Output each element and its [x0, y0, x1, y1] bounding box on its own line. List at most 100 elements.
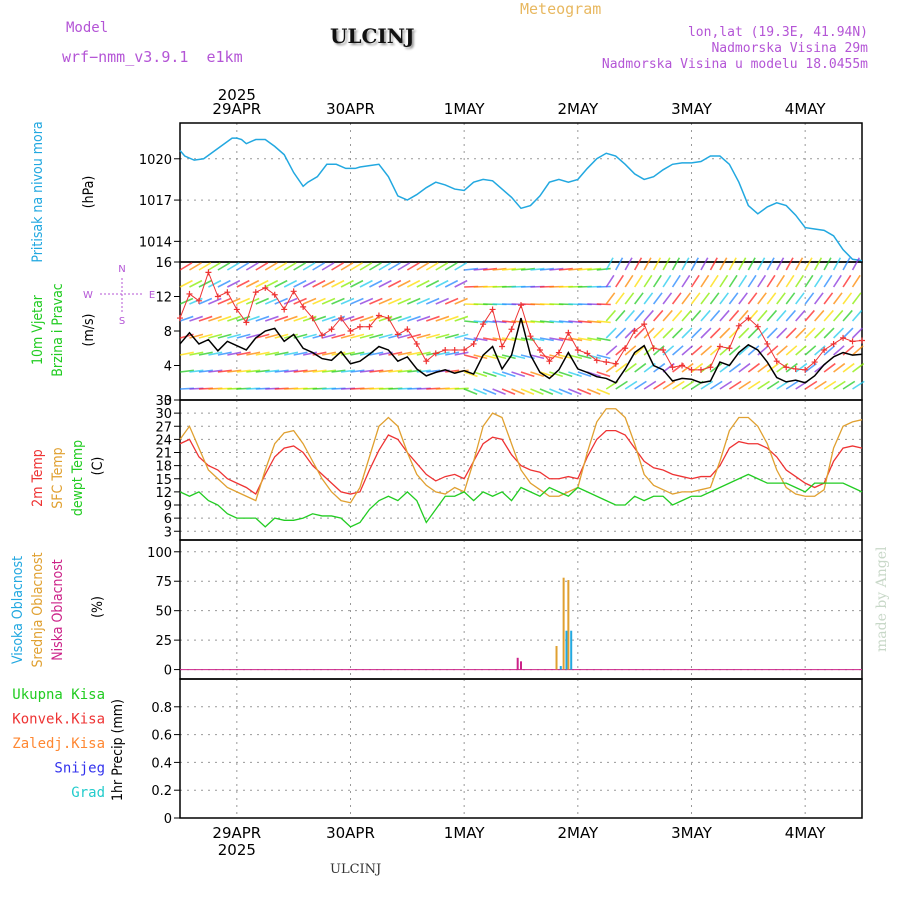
wind-barb — [454, 315, 469, 322]
wind-barb — [747, 292, 758, 305]
wind-barb — [681, 257, 690, 271]
wind-barb — [757, 362, 770, 373]
gust-marker — [641, 321, 648, 328]
wind-barb — [549, 388, 563, 395]
wind-barb — [766, 274, 776, 288]
wind-barb — [624, 327, 636, 339]
wind-barb — [454, 351, 469, 356]
wind-barb — [653, 380, 666, 390]
gust-marker — [423, 358, 430, 365]
wind-barb — [426, 315, 440, 322]
wind-barb — [833, 380, 846, 390]
wind-barb — [265, 333, 279, 339]
panel-wind: 0 4 8 12 16 — [155, 256, 863, 409]
wind-barb — [615, 362, 628, 373]
wind-barb — [350, 351, 365, 356]
wind-barb — [331, 297, 345, 305]
wind-barb — [549, 337, 564, 342]
y-tick-label: 0 — [164, 394, 172, 409]
compass-north: N — [118, 264, 125, 275]
wind-barb — [511, 354, 526, 360]
wind-barb — [416, 279, 430, 288]
panel-pressure: 1014 1017 1020 — [139, 122, 863, 263]
gust-marker — [394, 331, 401, 338]
y-tick-label: 0.8 — [151, 701, 172, 716]
wind-barb — [321, 297, 336, 305]
wind-barb — [662, 274, 672, 288]
x-tick-label-bottom: 30APR — [326, 824, 375, 842]
wind-barb — [568, 320, 583, 324]
wind-barb — [766, 309, 778, 322]
wind-barb — [208, 351, 223, 356]
wind-barb — [236, 262, 250, 271]
wind-barb — [568, 371, 582, 378]
gust-marker — [413, 340, 420, 347]
wind-barb — [245, 262, 259, 271]
wind-barb — [776, 257, 785, 271]
wind-barb — [814, 345, 826, 356]
wind-barb — [359, 279, 373, 288]
wind-barb — [587, 320, 602, 324]
wind-barb — [662, 380, 676, 390]
y-tick-label: 1014 — [139, 235, 172, 250]
wind-barb — [728, 380, 742, 390]
wind-barb — [369, 279, 383, 288]
wind-barb — [407, 333, 422, 339]
wind-barb — [236, 369, 251, 373]
wind-barb — [189, 333, 204, 339]
wind-barb — [719, 345, 732, 356]
wind-barb — [312, 315, 327, 322]
wind-barb — [709, 292, 720, 305]
wind-barb — [568, 267, 583, 271]
gust-marker — [442, 346, 449, 353]
wind-barb — [246, 369, 261, 373]
wind-barb — [416, 351, 431, 356]
gust-marker — [366, 323, 373, 330]
wind-barb — [549, 267, 564, 271]
wind-barb — [728, 362, 742, 373]
wind-barb — [814, 309, 825, 322]
wind-barb — [653, 309, 664, 322]
wind-barb — [833, 362, 846, 373]
wind-barb — [416, 315, 431, 322]
panel-frame — [179, 539, 863, 680]
wind-barb — [226, 279, 241, 288]
wind-barb — [549, 354, 564, 360]
wind-barb — [804, 274, 814, 288]
gust-marker — [489, 306, 496, 313]
wind-barb — [520, 371, 535, 378]
wind-barb — [369, 262, 382, 271]
wind-barb — [312, 297, 326, 305]
wind-barb — [416, 333, 431, 339]
wind-barb — [255, 279, 269, 288]
wind-barb — [293, 262, 307, 271]
wind-barb — [406, 262, 420, 271]
wind-barb — [662, 327, 674, 339]
wind-barb — [406, 279, 421, 288]
x-tick-label-top: 30APR — [326, 100, 375, 118]
x-tick-label-bottom: 29APR — [212, 824, 261, 842]
wind-barb — [776, 345, 788, 356]
wind-barb — [700, 345, 713, 356]
wind-barb — [813, 257, 823, 271]
wind-barb — [264, 279, 279, 288]
station-title: ULCINJ — [330, 24, 415, 48]
wind-barb — [331, 315, 346, 322]
wind-barb — [227, 333, 242, 339]
wind-barb — [463, 388, 478, 395]
temp-axis-label-sfc: SFC Temp — [50, 447, 66, 508]
wind-barb — [624, 292, 635, 305]
wind-barb — [785, 292, 796, 305]
cloud-axis-label-mid: Srednja Oblacnost — [30, 552, 46, 667]
wind-barb — [520, 337, 535, 342]
wind-direction-compass: N S W E — [83, 264, 155, 327]
wind-barb — [700, 327, 712, 339]
wind-barb — [302, 333, 317, 339]
gust-marker — [432, 350, 439, 357]
wind-barb — [530, 337, 545, 342]
wind-barb — [293, 315, 308, 322]
wind-barb — [501, 320, 517, 324]
wind-axis-label-2: Brzina i Pravac — [50, 283, 66, 377]
gust-marker — [385, 315, 392, 322]
wind-barb — [643, 257, 652, 271]
